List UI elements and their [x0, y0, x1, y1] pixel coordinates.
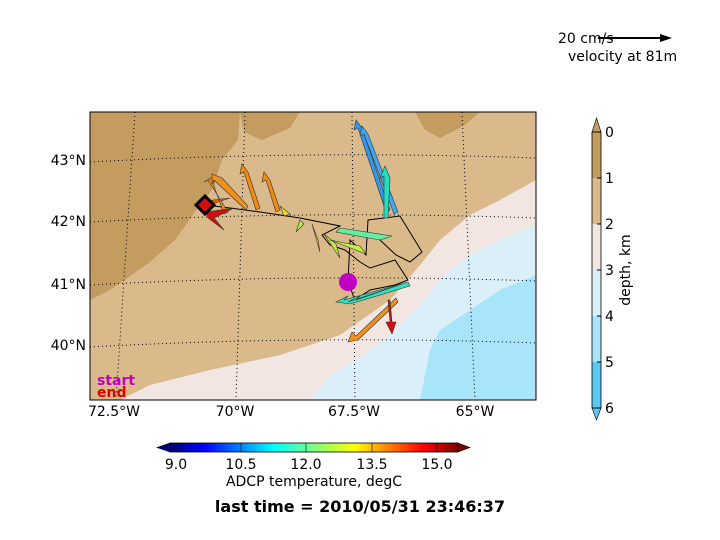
map: start end [90, 112, 536, 401]
lat-tick-label: 42°N [51, 214, 86, 230]
grid-line [90, 339, 536, 348]
colorbar-segment [592, 224, 601, 270]
colorbar-segment [592, 316, 601, 362]
end-marker [193, 193, 217, 217]
abyss [420, 275, 536, 400]
lon-ticks: 72.5°W 70°W 67.5°W 65°W [88, 404, 494, 420]
colorbar-segment [592, 362, 601, 408]
arrow [295, 219, 305, 233]
lon-tick-label: 72.5°W [88, 404, 140, 420]
grid-line [90, 154, 536, 163]
legend-start: start [97, 373, 135, 389]
arrow [329, 239, 367, 255]
colorbar-segment [592, 132, 601, 178]
colorbar-segment [592, 270, 601, 316]
lon-tick-label: 65°W [456, 404, 495, 420]
colorbar-extend [457, 442, 471, 453]
depth-tick-label: 4 [605, 309, 614, 325]
colorbar-segment [592, 178, 601, 224]
arrow [347, 283, 403, 303]
temperature-tick-label: 10.5 [225, 457, 256, 473]
arrow [347, 297, 399, 343]
footer: last time = 2010/05/31 23:46:37 [215, 497, 505, 516]
arrow [205, 207, 235, 231]
depth-colorbar: 0 1 2 3 4 5 6 depth, km [591, 117, 634, 421]
map-frame [89, 111, 537, 401]
grid-line [115, 112, 136, 400]
arrow [279, 205, 291, 217]
arrow [353, 119, 391, 213]
temperature-tick-label: 15.0 [421, 457, 452, 473]
depth-tick-label: 0 [605, 125, 614, 141]
lat-tick-label: 43°N [51, 153, 86, 169]
depth-tick-label: 6 [605, 401, 614, 417]
depth-tick-label: 1 [605, 171, 614, 187]
temperature-colorbar-label: ADCP temperature, degC [226, 474, 402, 490]
velocity-key-sublabel: velocity at 81m [568, 49, 677, 65]
arrow [335, 227, 393, 241]
arrow [379, 165, 391, 219]
legend-end: end [97, 385, 126, 401]
land [240, 112, 300, 140]
depth-tick-label: 2 [605, 217, 614, 233]
depth-tick-label: 3 [605, 263, 614, 279]
arrow [323, 233, 341, 259]
lat-tick-label: 40°N [51, 338, 86, 354]
arrow [211, 173, 249, 211]
arrow [261, 171, 281, 213]
temperature-colorbar: 9.0 10.5 12.0 13.5 15.0 ADCP temperature, de… [156, 442, 471, 490]
lat-ticks: 43°N 42°N 41°N 40°N [51, 153, 86, 354]
start-marker [339, 273, 357, 291]
land [415, 112, 480, 138]
grid-line [90, 214, 536, 223]
lon-tick-label: 70°W [216, 404, 255, 420]
arrow [239, 163, 261, 211]
land [90, 112, 240, 300]
temperature-tick-label: 9.0 [165, 457, 187, 473]
arrow [385, 299, 397, 335]
colorbar-extend [156, 442, 171, 453]
lat-tick-label: 41°N [51, 277, 86, 293]
velocity-key-label: 20 cm/s [558, 31, 614, 47]
depth-tick-label: 5 [605, 355, 614, 371]
velocity-key-head [660, 34, 672, 42]
lon-tick-label: 67.5°W [328, 404, 380, 420]
temperature-tick-label: 13.5 [356, 457, 387, 473]
colorbar-extend [591, 407, 602, 421]
depth-colorbar-label: depth, km [618, 234, 634, 305]
grid-line [90, 277, 536, 286]
grid-line [461, 112, 476, 400]
grid-line [351, 112, 356, 400]
colorbar-extend [591, 117, 602, 133]
velocity-arrows [203, 119, 411, 343]
temperature-tick-label: 12.0 [290, 457, 321, 473]
arrow [311, 223, 321, 253]
ship-track [204, 204, 423, 301]
grid-line [235, 112, 246, 400]
colorbar-bar [169, 442, 459, 453]
